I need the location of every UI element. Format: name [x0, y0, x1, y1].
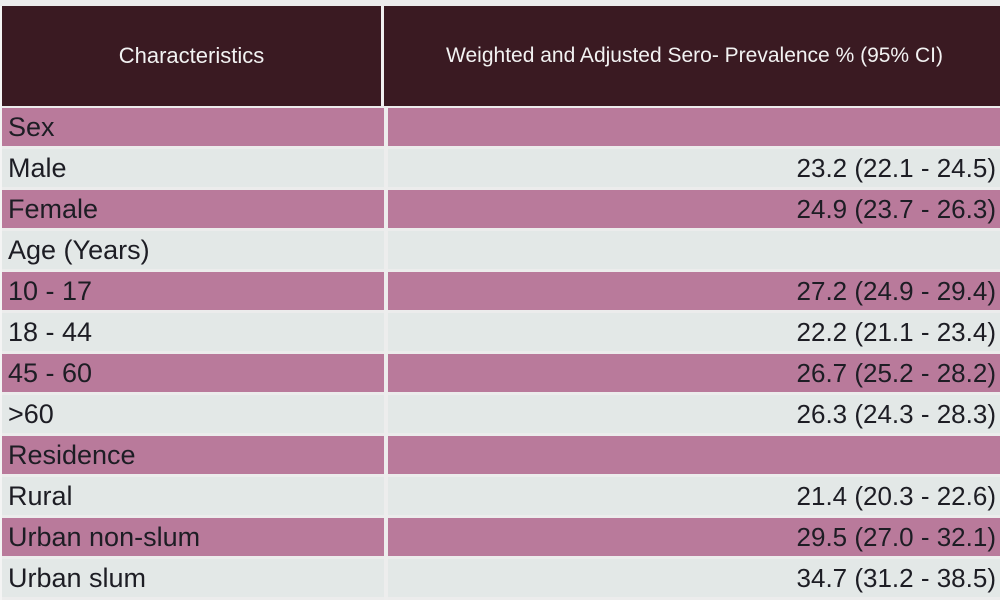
row-label: Urban non-slum [2, 518, 384, 556]
table-row: 18 - 44 22.2 (21.1 - 23.4) [2, 311, 1000, 353]
header-characteristics: Characteristics [2, 6, 384, 106]
row-label: 18 - 44 [2, 313, 384, 351]
row-label: Rural [2, 477, 384, 515]
row-value: 24.9 (23.7 - 26.3) [388, 190, 1000, 228]
table-row: 45 - 60 26.7 (25.2 - 28.2) [2, 352, 1000, 394]
row-value [388, 108, 1000, 146]
row-label: >60 [2, 395, 384, 433]
table-row: 10 - 17 27.2 (24.9 - 29.4) [2, 270, 1000, 312]
row-label: Male [2, 149, 384, 187]
row-value: 34.7 (31.2 - 38.5) [388, 559, 1000, 597]
table-row: Rural 21.4 (20.3 - 22.6) [2, 475, 1000, 517]
column-divider [384, 106, 388, 600]
table-header: Characteristics Weighted and Adjusted Se… [2, 6, 1000, 106]
row-label: Age (Years) [2, 231, 384, 269]
row-label: 10 - 17 [2, 272, 384, 310]
seroprevalence-table: Characteristics Weighted and Adjusted Se… [0, 6, 1000, 600]
table-row: Female 24.9 (23.7 - 26.3) [2, 188, 1000, 230]
row-value: 29.5 (27.0 - 32.1) [388, 518, 1000, 556]
row-label: Sex [2, 108, 384, 146]
row-value: 21.4 (20.3 - 22.6) [388, 477, 1000, 515]
row-value [388, 436, 1000, 474]
row-value: 23.2 (22.1 - 24.5) [388, 149, 1000, 187]
row-value [388, 231, 1000, 269]
row-value: 26.3 (24.3 - 28.3) [388, 395, 1000, 433]
row-value: 27.2 (24.9 - 29.4) [388, 272, 1000, 310]
table-row: Residence [2, 434, 1000, 476]
row-label: 45 - 60 [2, 354, 384, 392]
table-row: >60 26.3 (24.3 - 28.3) [2, 393, 1000, 435]
table-row: Age (Years) [2, 229, 1000, 271]
table-row: Male 23.2 (22.1 - 24.5) [2, 147, 1000, 189]
header-seroprevalence: Weighted and Adjusted Sero- Prevalence %… [446, 44, 943, 67]
row-value: 26.7 (25.2 - 28.2) [388, 354, 1000, 392]
table-row: Urban non-slum 29.5 (27.0 - 32.1) [2, 516, 1000, 558]
table-row: Urban slum 34.7 (31.2 - 38.5) [2, 557, 1000, 599]
row-label: Residence [2, 436, 384, 474]
row-label: Female [2, 190, 384, 228]
table-row: Sex [2, 106, 1000, 148]
row-label: Urban slum [2, 559, 384, 597]
row-value: 22.2 (21.1 - 23.4) [388, 313, 1000, 351]
